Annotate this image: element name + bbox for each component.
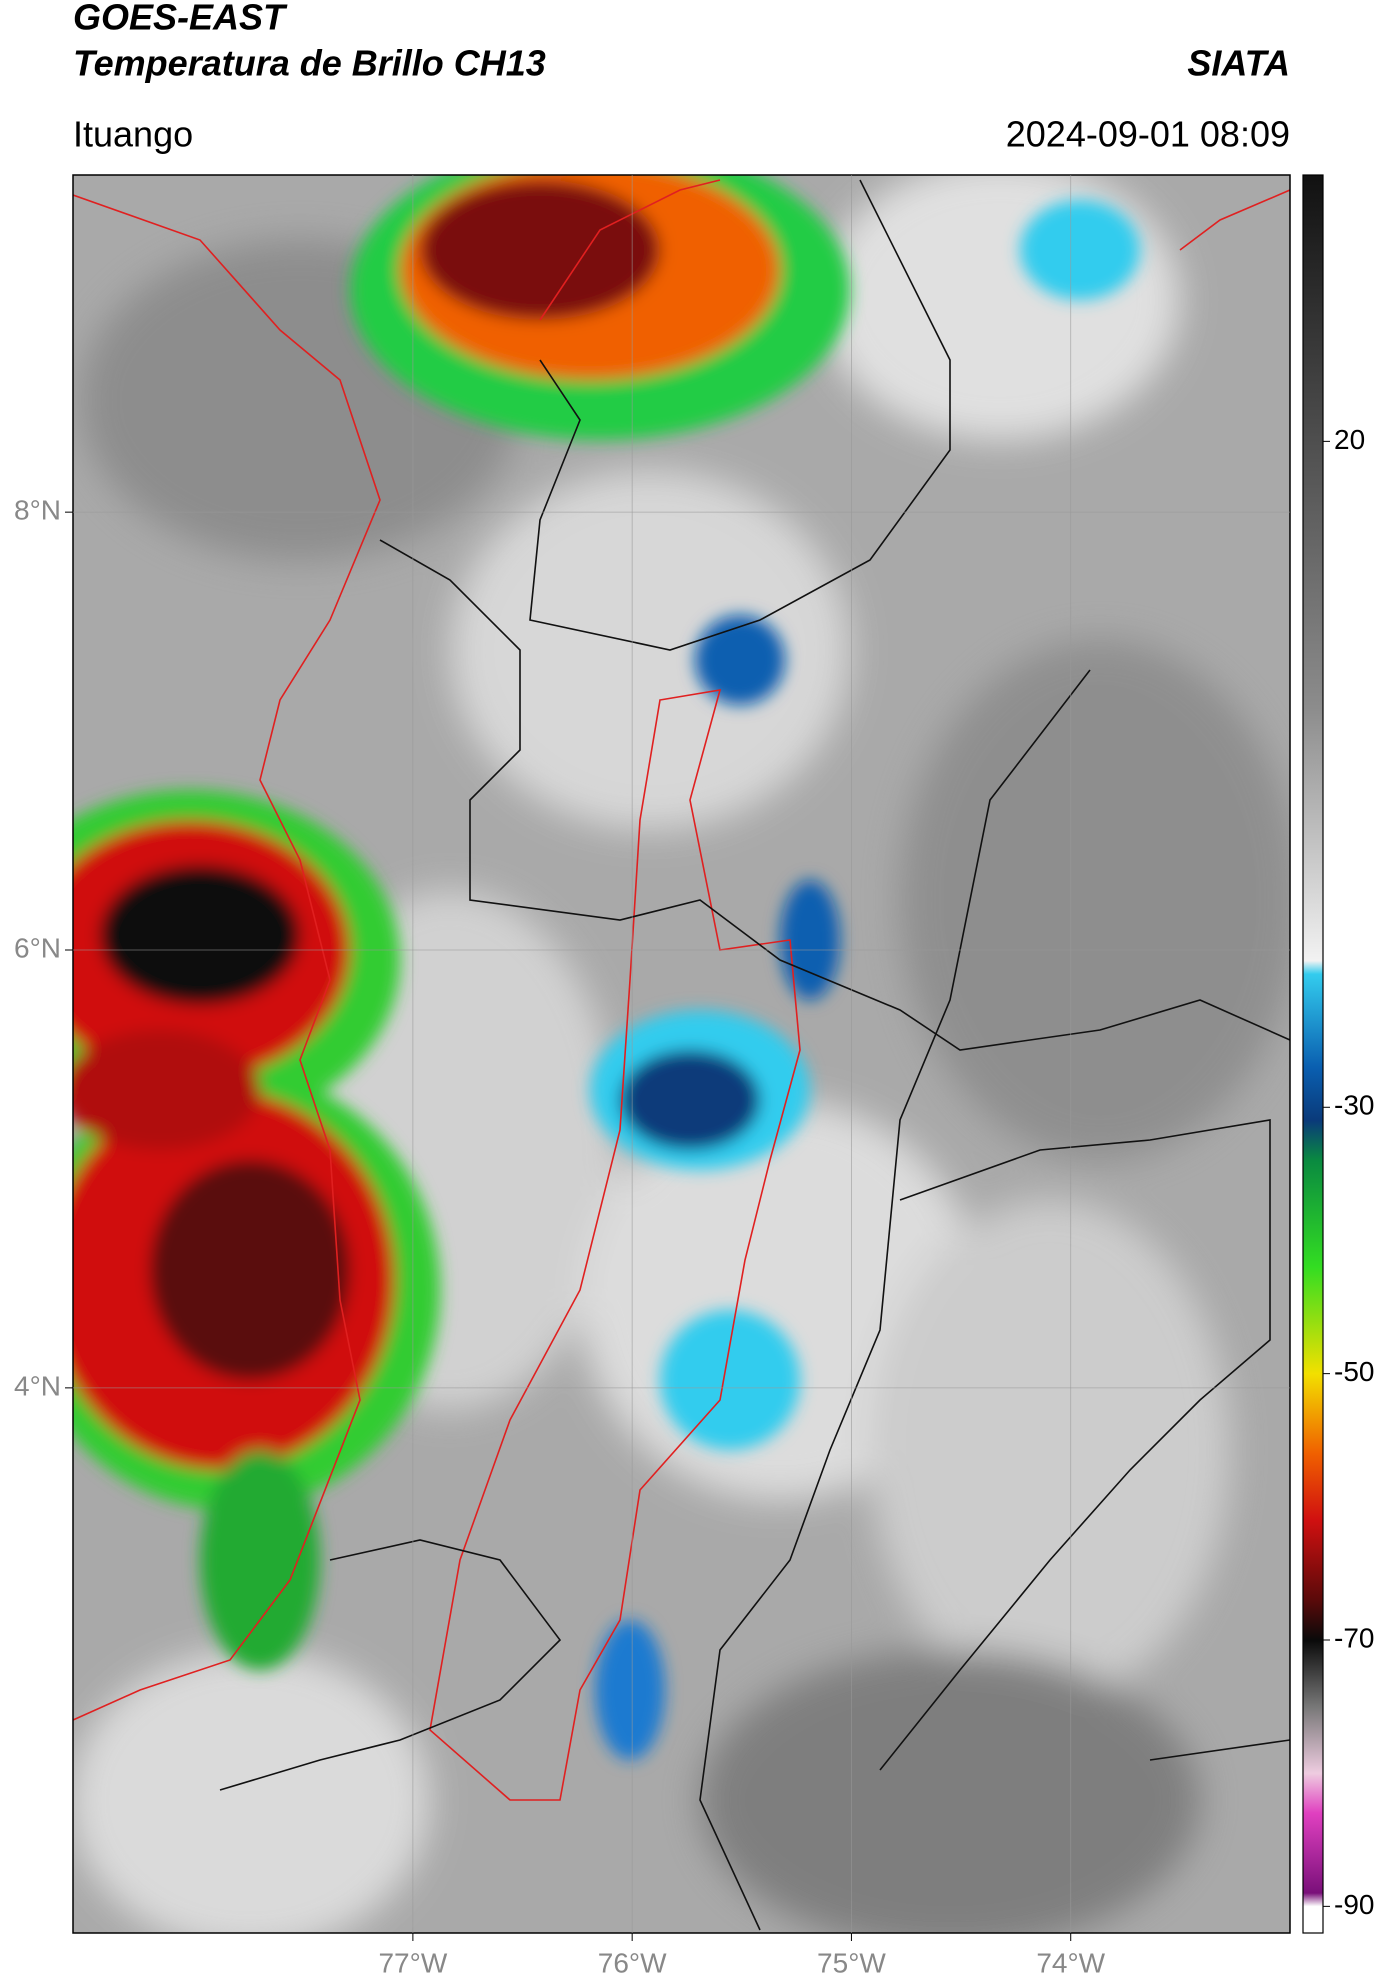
colorbar-tick-label: -30 bbox=[1334, 1090, 1374, 1121]
colorbar bbox=[1302, 174, 1324, 1934]
x-tick-label: 75°W bbox=[817, 1947, 886, 1978]
date: 2024-09-01 08:09 bbox=[1006, 114, 1290, 155]
source: SIATA bbox=[1187, 43, 1290, 84]
x-tick-label: 76°W bbox=[598, 1947, 667, 1978]
colorbar-tick-label: -50 bbox=[1334, 1356, 1374, 1387]
x-tick-label: 77°W bbox=[378, 1947, 447, 1978]
y-tick-label: 6°N bbox=[14, 932, 61, 963]
y-tick-label: 4°N bbox=[14, 1370, 61, 1401]
colorbar-tick-label: -70 bbox=[1334, 1622, 1374, 1653]
colorbar-tick-label: -90 bbox=[1334, 1889, 1374, 1920]
subtitle: Temperatura de Brillo CH13 bbox=[73, 43, 546, 84]
map-imagery bbox=[73, 175, 1290, 1933]
y-tick-label: 8°N bbox=[14, 495, 61, 526]
title: GOES-EAST bbox=[73, 0, 288, 38]
map-frame bbox=[72, 174, 1291, 1934]
colorbar-tick-label: 20 bbox=[1334, 424, 1365, 455]
x-tick-label: 74°W bbox=[1036, 1947, 1105, 1978]
location: Ituango bbox=[73, 114, 193, 155]
